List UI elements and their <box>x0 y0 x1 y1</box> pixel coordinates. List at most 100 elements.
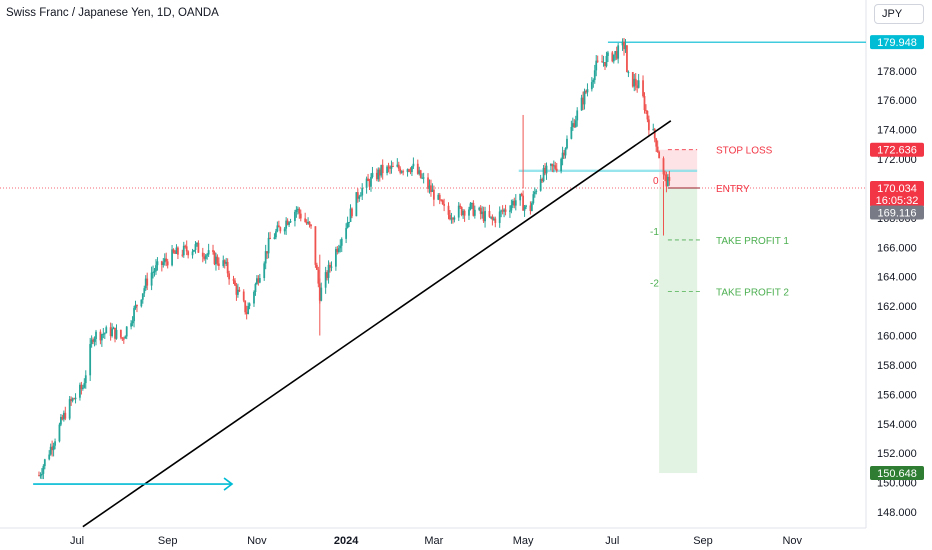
candle-body <box>351 208 353 217</box>
candle-body <box>416 163 419 174</box>
candle-body <box>498 211 501 223</box>
candle-body <box>296 208 299 210</box>
position-levels: STOP LOSS ENTRY TAKE PROFIT 1 TAKE PROFIT 2… <box>650 146 789 299</box>
candle-body <box>324 272 327 288</box>
candle-body <box>80 384 83 389</box>
candle-body <box>633 78 636 87</box>
candle-body <box>339 245 342 249</box>
currency-selector[interactable]: JPY <box>874 4 924 24</box>
candle-body <box>244 300 247 313</box>
candle-body <box>418 170 421 174</box>
candle-body <box>634 78 637 86</box>
candle-body <box>664 174 666 176</box>
candle-body <box>361 187 364 196</box>
candle-body <box>511 200 514 206</box>
time-tick: Mar <box>424 535 443 547</box>
candle-body <box>122 338 125 340</box>
candle-body <box>90 339 93 345</box>
candle-body <box>451 218 454 220</box>
candle-body <box>264 251 267 264</box>
candle-body <box>468 209 470 216</box>
candle-body <box>411 166 413 172</box>
take-profit-2-label: TAKE PROFIT 2 <box>716 287 789 298</box>
candle-body <box>488 210 491 217</box>
candle-body <box>100 334 103 341</box>
candle-body <box>256 278 258 285</box>
candle-body <box>551 163 554 167</box>
candle-body <box>392 166 394 168</box>
resistance-price-label: 179.948 <box>877 37 917 49</box>
candle-body <box>289 221 292 223</box>
candle-body <box>490 216 492 218</box>
candle-body <box>359 195 362 197</box>
candle-body <box>84 375 87 384</box>
price-tick: 174.000 <box>877 125 917 137</box>
candle-body <box>162 262 165 265</box>
price-tick: 172.000 <box>877 154 917 166</box>
candle-body <box>484 210 486 222</box>
candle-body <box>631 72 634 87</box>
candle-body <box>453 217 456 220</box>
time-tick: Nov <box>247 535 267 547</box>
price-tick: 154.000 <box>877 419 917 431</box>
candle-body <box>623 41 625 50</box>
candle-body <box>226 261 229 274</box>
candle-body <box>462 210 465 216</box>
profit-zone <box>659 187 698 474</box>
candle-body <box>89 344 92 376</box>
candle-body <box>48 454 51 460</box>
candle-body <box>283 228 286 232</box>
candle-body <box>390 166 393 169</box>
candle-body <box>532 194 535 204</box>
candle-body <box>146 278 149 286</box>
candle-body <box>586 89 589 93</box>
current-price-label: 170.034 <box>877 183 917 195</box>
candle-body <box>257 278 260 283</box>
price-tick: 150.000 <box>877 478 917 490</box>
time-tick: Sep <box>158 535 178 547</box>
candle-body <box>308 221 311 225</box>
candle-body <box>365 178 368 188</box>
candle-body <box>519 193 522 201</box>
candle-body <box>71 398 74 401</box>
candle-body <box>275 231 277 238</box>
stop-loss-label: STOP LOSS <box>716 146 773 157</box>
candle-body <box>368 180 371 187</box>
candle-body <box>125 326 128 337</box>
fib-marker-1: -1 <box>650 227 659 238</box>
candle-body <box>288 222 290 225</box>
candle-body <box>539 179 542 191</box>
candle-body <box>605 55 608 67</box>
candle-body <box>535 190 538 192</box>
candle-body <box>449 214 451 220</box>
candle-body <box>152 271 154 273</box>
candle-body <box>645 110 647 112</box>
candle-body <box>39 475 42 477</box>
candle-body <box>348 221 350 223</box>
candle-body <box>612 54 615 62</box>
candle-body <box>443 204 446 206</box>
candle-body <box>585 91 587 93</box>
candle-body <box>371 172 374 178</box>
price-tick: 176.000 <box>877 95 917 107</box>
candle-body <box>238 289 241 292</box>
price-tick: 158.000 <box>877 360 917 372</box>
candle-body <box>530 203 533 212</box>
candle-body <box>549 163 552 166</box>
candle-body <box>665 174 668 187</box>
candle-body <box>583 91 586 105</box>
candle-body <box>653 128 656 139</box>
candle-body <box>109 327 112 337</box>
candle-body <box>552 165 555 167</box>
candle-body <box>215 256 217 265</box>
price-tick: 164.000 <box>877 272 917 284</box>
candle-body <box>267 237 270 254</box>
candle-body <box>115 329 118 339</box>
candle-body <box>541 179 544 182</box>
candle-body <box>217 263 220 266</box>
candle-body <box>590 82 593 90</box>
current-price-label-bg <box>870 180 924 207</box>
candle-body <box>402 171 405 173</box>
candle-body <box>564 148 567 156</box>
